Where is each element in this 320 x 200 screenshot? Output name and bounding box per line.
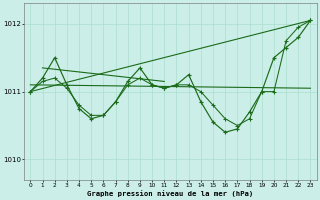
X-axis label: Graphe pression niveau de la mer (hPa): Graphe pression niveau de la mer (hPa) — [87, 190, 253, 197]
